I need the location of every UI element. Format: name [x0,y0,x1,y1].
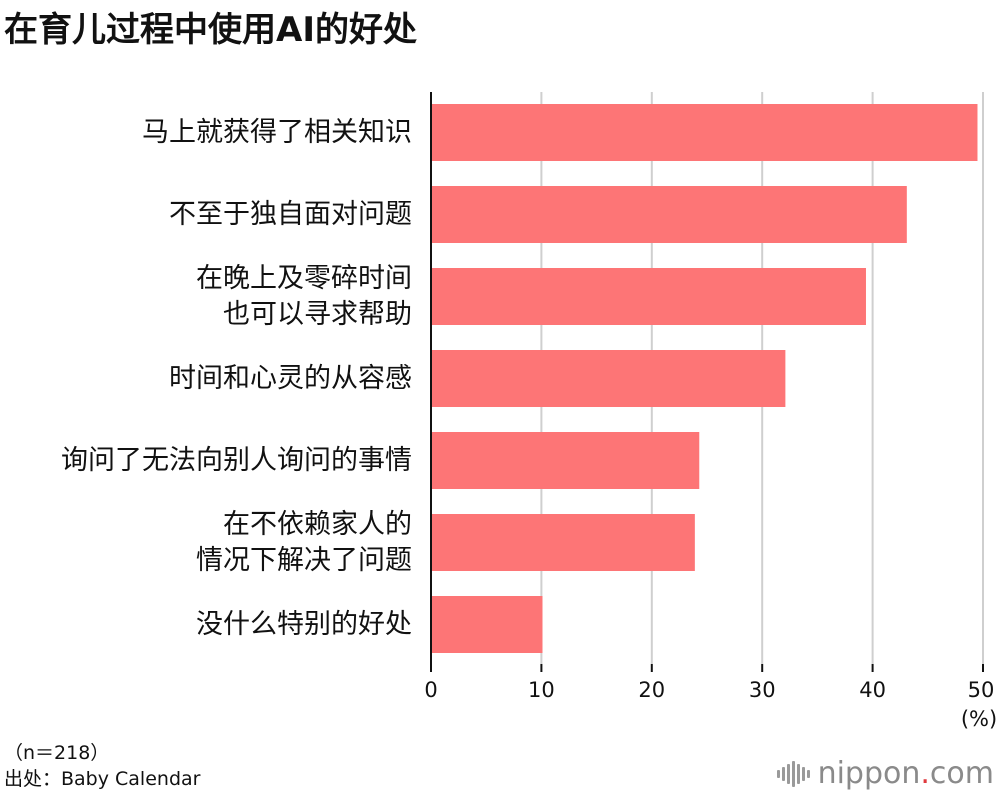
source-note: 出处：Baby Calendar [4,768,201,790]
logo-dot: . [920,756,930,791]
bar-1 [431,104,978,161]
category-label-1: 马上就获得了相关知识 [142,117,412,148]
bar-3 [431,268,866,325]
category-label-2: 不至于独自面对问题 [169,199,412,230]
category-label-6-line-2: 情况下解决了问题 [196,545,412,576]
x-unit-label: (%) [961,707,997,731]
category-label-3-line-1: 在晚上及零碎时间 [196,263,412,294]
nippon-logo-text: nippon.com [818,758,994,790]
sample-size-note: （n＝218） [4,742,110,764]
bar-6 [431,514,695,571]
nippon-logo: nippon.com [776,758,994,790]
logo-name: nippon [817,756,921,791]
x-tick-label-0: 0 [424,678,437,702]
bar-2 [431,186,907,243]
bar-5 [431,432,700,489]
x-tick-label-50: 50 [968,678,995,702]
nippon-logo-mark-icon [776,761,810,787]
x-tick-label-30: 30 [749,678,776,702]
category-label-7: 没什么特别的好处 [196,609,412,640]
category-label-3-line-2: 也可以寻求帮助 [223,299,412,330]
category-label-4: 时间和心灵的从容感 [169,363,412,394]
bar-4 [431,350,786,407]
x-tick-label-10: 10 [528,678,555,702]
category-label-6-line-1: 在不依赖家人的 [223,509,412,540]
chart-title: 在育儿过程中使用AI的好处 [4,10,417,50]
x-tick-label-40: 40 [859,678,886,702]
category-label-5: 询问了无法向别人询问的事情 [61,445,412,476]
logo-suffix: com [929,756,994,791]
bar-7 [431,596,543,653]
x-tick-label-20: 20 [638,678,665,702]
